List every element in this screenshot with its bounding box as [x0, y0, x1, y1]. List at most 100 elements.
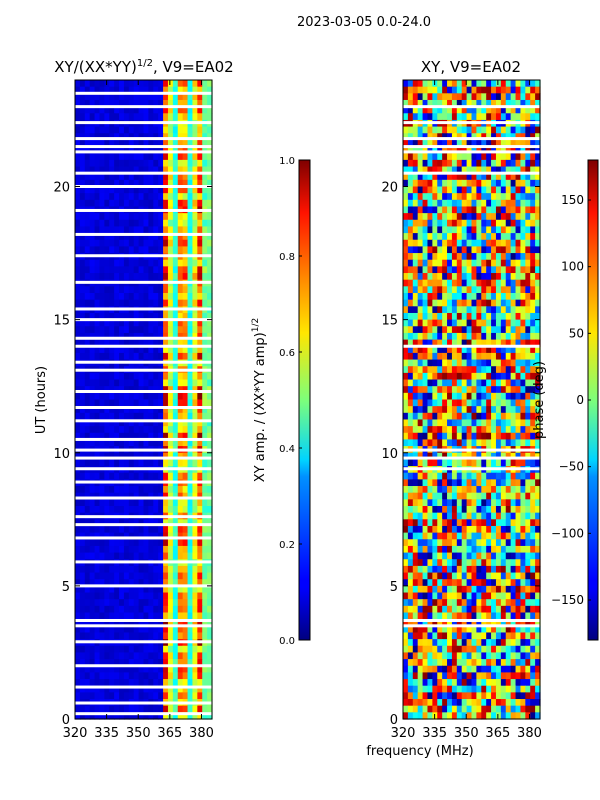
heatmap-cell [109, 632, 115, 640]
heatmap-cell [207, 579, 213, 587]
heatmap-cell [495, 379, 502, 387]
heatmap-cell [461, 113, 468, 121]
heatmap-cell [89, 173, 96, 181]
heatmap-cell [187, 712, 194, 720]
heatmap-cell [84, 233, 91, 241]
heatmap-cell [510, 153, 517, 161]
heatmap-cell [172, 645, 179, 654]
heatmap-cell [182, 186, 189, 194]
heatmap-cell [153, 579, 159, 587]
heatmap-cell [466, 559, 473, 567]
heatmap-cell [128, 113, 135, 121]
heatmap-cell [530, 432, 536, 441]
heatmap-cell [172, 332, 179, 341]
heatmap-cell [520, 439, 526, 447]
heatmap-cell [466, 306, 473, 314]
heatmap-cell [476, 246, 482, 254]
heatmap-cell [520, 186, 526, 194]
heatmap-cell [114, 399, 120, 407]
heatmap-cell [99, 545, 105, 554]
heatmap-cell [427, 139, 433, 148]
heatmap-cell [114, 692, 120, 700]
heatmap-cell [432, 319, 438, 327]
heatmap-cell [432, 366, 438, 374]
heatmap-cell [403, 346, 409, 354]
heatmap-cell [138, 186, 145, 194]
heatmap-cell [167, 332, 174, 341]
flagged-row [75, 185, 212, 188]
heatmap-cell [148, 486, 154, 494]
heatmap-cell [207, 146, 213, 154]
heatmap-cell [138, 153, 145, 161]
heatmap-cell [407, 233, 414, 241]
heatmap-cell [476, 139, 482, 148]
heatmap-cell [153, 173, 159, 181]
heatmap-cell [84, 572, 91, 580]
heatmap-cell [187, 545, 194, 554]
heatmap-cell [471, 206, 477, 214]
heatmap-cell [515, 93, 522, 101]
heatmap-cell [407, 153, 414, 161]
heatmap-cell [466, 193, 473, 201]
heatmap-cell [422, 286, 429, 294]
heatmap-cell [197, 392, 203, 401]
heatmap-cell [525, 319, 531, 327]
heatmap-cell [437, 512, 443, 520]
heatmap-cell [427, 392, 433, 401]
heatmap-cell [109, 186, 115, 194]
heatmap-cell [123, 625, 130, 634]
heatmap-cell [158, 579, 164, 587]
heatmap-cell [417, 319, 424, 327]
heatmap-cell [412, 359, 419, 367]
heatmap-cell [491, 80, 497, 88]
heatmap-cell [530, 392, 536, 401]
heatmap-cell [163, 379, 169, 387]
heatmap-cell [148, 539, 154, 547]
heatmap-cell [84, 273, 91, 281]
heatmap-cell [128, 532, 135, 540]
heatmap-cell [128, 685, 135, 693]
heatmap-cell [138, 93, 145, 101]
heatmap-cell [119, 472, 125, 480]
heatmap-cell [417, 106, 424, 114]
heatmap-cell [486, 173, 492, 181]
heatmap-cell [417, 233, 424, 241]
heatmap-cell [525, 226, 531, 234]
heatmap-cell [412, 605, 419, 614]
heatmap-cell [104, 599, 110, 607]
heatmap-cell [143, 332, 149, 341]
heatmap-cell [505, 359, 512, 367]
heatmap-cell [510, 439, 517, 447]
heatmap-cell [89, 545, 96, 554]
heatmap-cell [491, 293, 497, 301]
flagged-row [75, 536, 212, 540]
heatmap-cell [407, 80, 414, 88]
heatmap-cell [447, 386, 453, 394]
heatmap-cell [525, 233, 531, 241]
heatmap-cell [437, 279, 443, 287]
heatmap-cell [172, 439, 179, 447]
heatmap-cell [466, 106, 473, 114]
heatmap-cell [163, 299, 169, 307]
heatmap-cell [520, 372, 526, 381]
heatmap-cell [75, 599, 81, 607]
heatmap-cell [177, 113, 184, 121]
heatmap-cell [515, 159, 522, 168]
heatmap-cell [530, 439, 536, 447]
heatmap-cell [447, 579, 453, 587]
heatmap-cell [133, 652, 140, 660]
heatmap-cell [476, 366, 482, 374]
heatmap-cell [167, 486, 174, 494]
heatmap-cell [486, 366, 492, 374]
heatmap-cell [442, 392, 448, 401]
heatmap-cell [138, 199, 145, 208]
heatmap-cell [447, 253, 453, 261]
heatmap-cell [412, 599, 419, 607]
heatmap-cell [75, 86, 81, 94]
heatmap-cell [182, 432, 189, 441]
heatmap-cell [422, 113, 429, 121]
heatmap-cell [471, 539, 477, 547]
heatmap-cell [75, 506, 81, 514]
heatmap-cell [447, 186, 453, 194]
heatmap-cell [481, 93, 487, 101]
